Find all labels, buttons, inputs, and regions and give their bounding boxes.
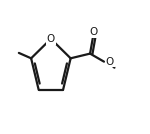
Text: O: O: [47, 34, 55, 44]
Text: O: O: [106, 57, 114, 67]
Text: O: O: [89, 27, 98, 37]
